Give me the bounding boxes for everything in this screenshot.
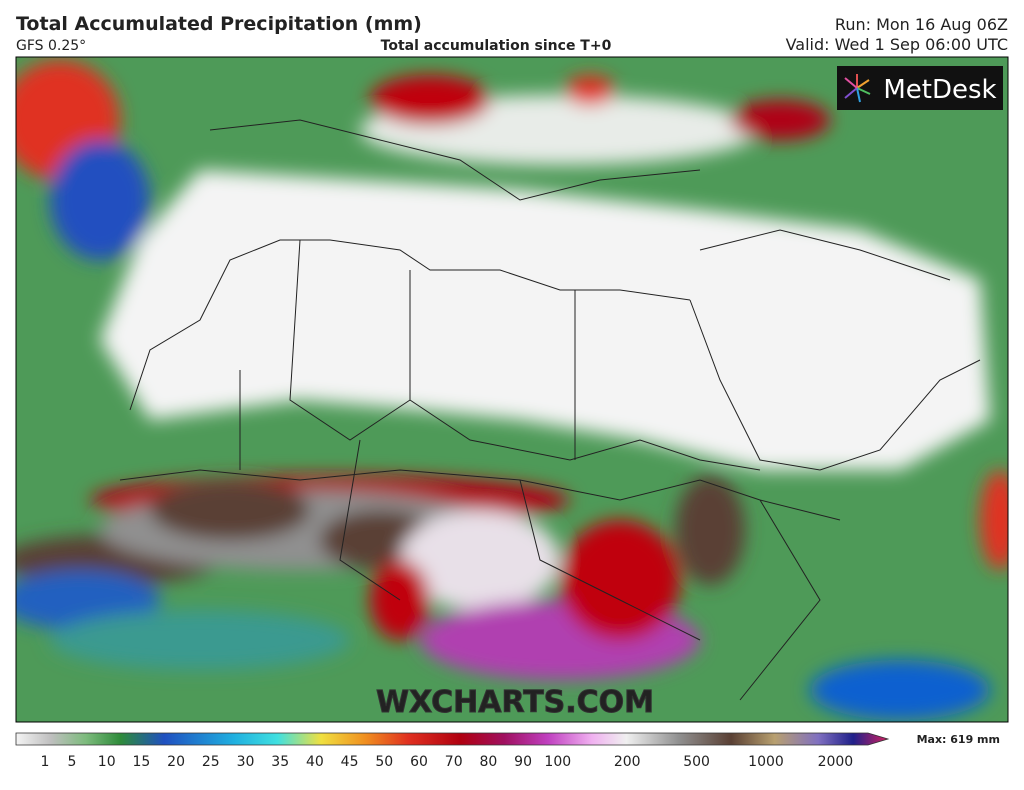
colorbar-label: 100	[544, 754, 571, 770]
run: Run: Mon 16 Aug 06Z	[835, 15, 1008, 34]
colorbar-label: 15	[132, 754, 150, 770]
colorbar-label: 80	[479, 754, 497, 770]
colorbar-label: 50	[375, 754, 393, 770]
colorbar-label: 25	[202, 754, 220, 770]
colorbar-label: 10	[98, 754, 116, 770]
model: GFS 0.25°	[16, 38, 86, 54]
colorbar-label: 1	[41, 754, 50, 770]
map-frame	[15, 56, 1009, 723]
colorbar-label: 45	[341, 754, 359, 770]
colorbar	[15, 732, 890, 746]
max-label: Max: 619 mm	[917, 733, 1000, 746]
colorbar-label: 500	[683, 754, 710, 770]
colorbar-label: 5	[68, 754, 77, 770]
colorbar-label: 60	[410, 754, 428, 770]
valid: Valid: Wed 1 Sep 06:00 UTC	[786, 35, 1008, 54]
colorbar-label: 30	[237, 754, 255, 770]
map: WXCHARTS.COM	[16, 57, 1008, 722]
subtitle: Total accumulation since T+0	[381, 38, 612, 54]
colorbar-label: 40	[306, 754, 324, 770]
colorbar-label: 35	[271, 754, 289, 770]
colorbar-labels: 1 5 10 15 20 25 30 35 40 45 50 60 70 80 90 100 200 500 100…	[41, 754, 854, 770]
logo: MetDesk	[883, 75, 996, 105]
logo-icon	[844, 74, 871, 103]
colorbar-label: 90	[514, 754, 532, 770]
watermark: WXCHARTS.COM	[376, 685, 654, 720]
colorbar-label: 1000	[748, 754, 784, 770]
colorbar-label: 2000	[818, 754, 854, 770]
title: Total Accumulated Precipitation (mm)	[16, 13, 422, 35]
logo-box	[837, 66, 1003, 110]
colorbar-label: 20	[167, 754, 185, 770]
colorbar-label: 200	[614, 754, 641, 770]
colorbar-label: 70	[445, 754, 463, 770]
